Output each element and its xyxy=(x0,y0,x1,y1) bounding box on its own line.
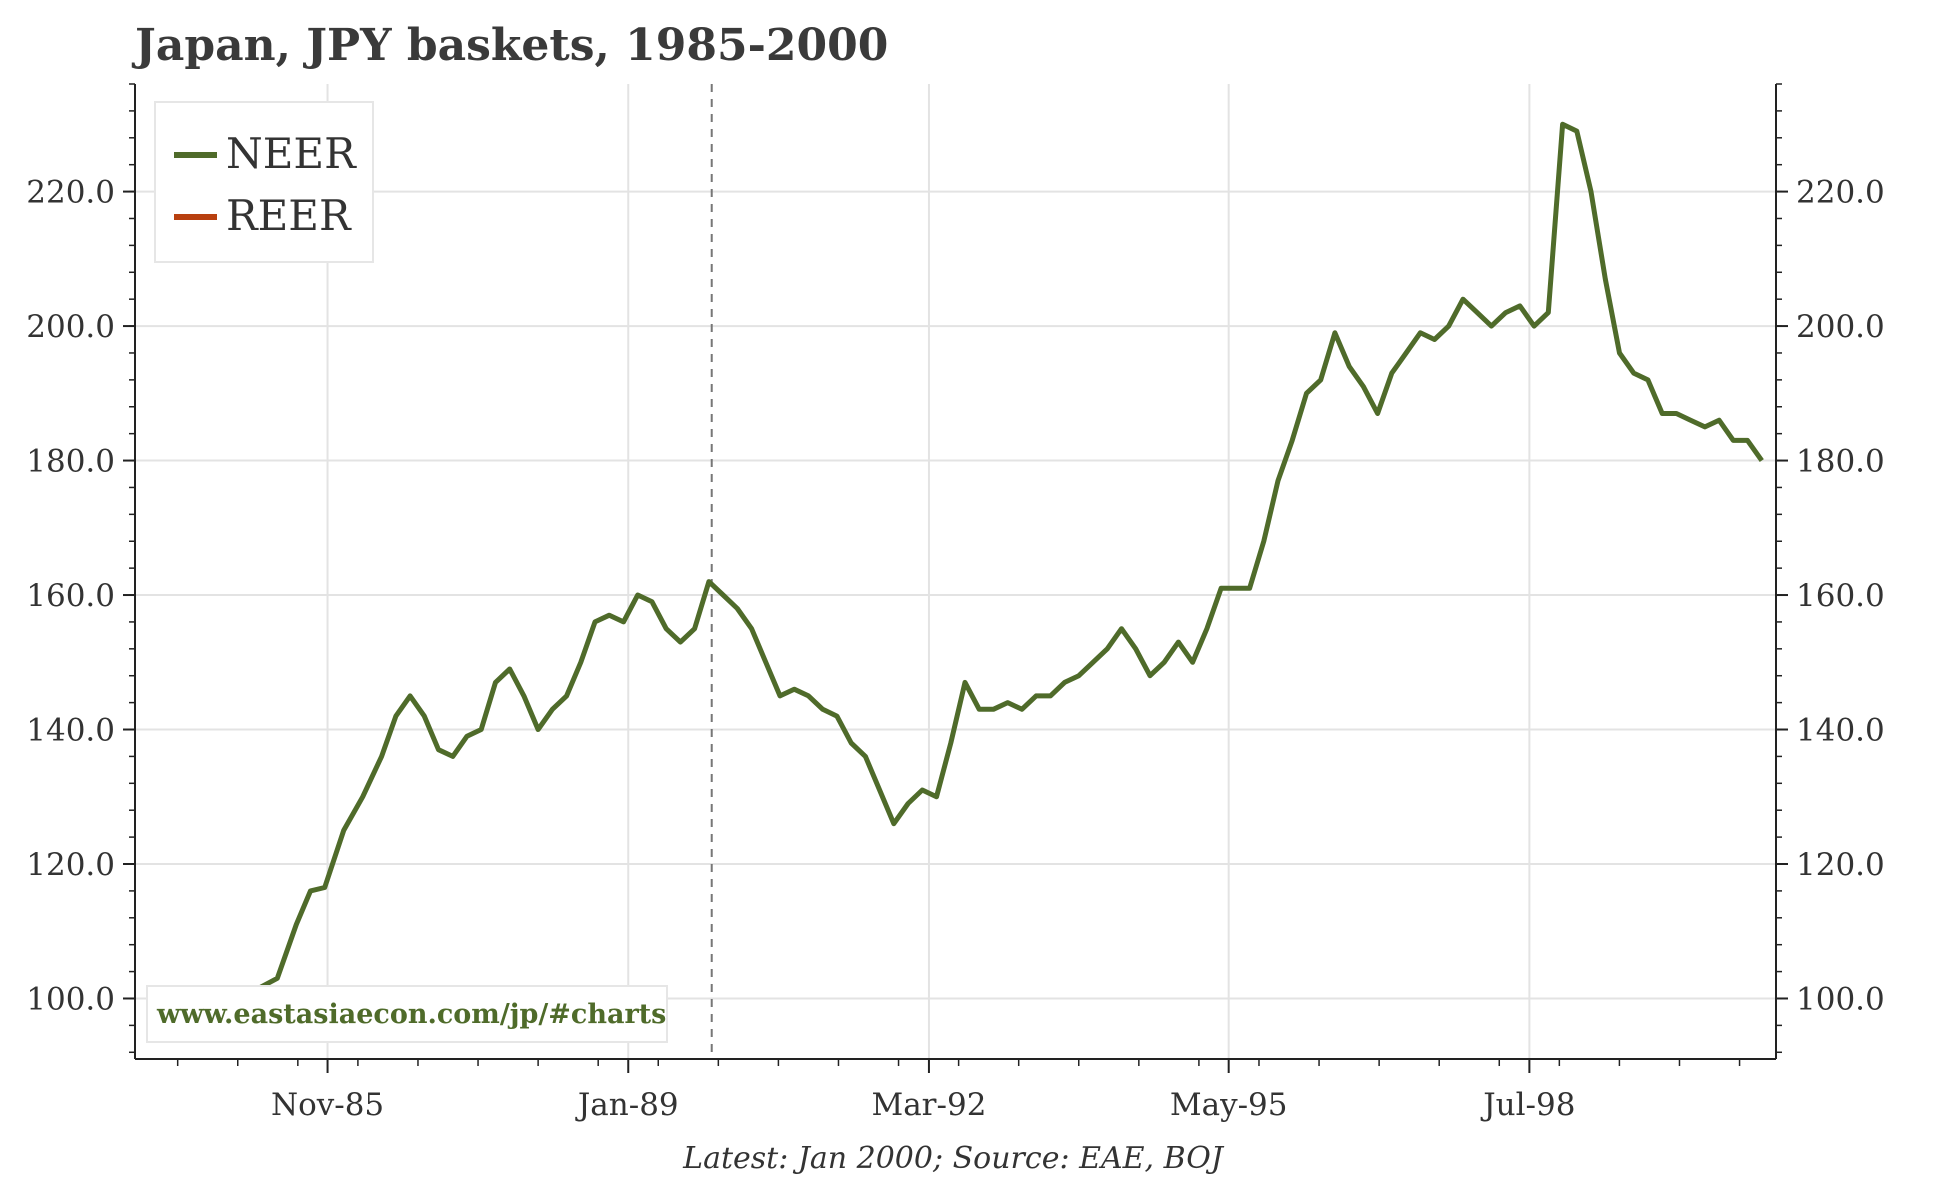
x-tick-label: Mar-92 xyxy=(871,1087,986,1123)
y-tick-label-left: 140.0 xyxy=(26,713,115,749)
x-tick-label: Jan-89 xyxy=(575,1087,679,1123)
y-tick-label-left: 160.0 xyxy=(26,578,115,614)
legend-neer-label: NEER xyxy=(226,129,357,178)
x-tick-label: Jul-98 xyxy=(1480,1087,1575,1123)
y-tick-label-left: 180.0 xyxy=(26,444,115,480)
y-tick-label-left: 120.0 xyxy=(26,847,115,883)
chart-title: Japan, JPY baskets, 1985-2000 xyxy=(131,20,888,71)
watermark-text: www.eastasiaecon.com/jp/#charts xyxy=(156,999,666,1030)
axes: 100.0 100.0 120.0 120.0 140.0 140.0 160.0 160.0… xyxy=(26,83,1885,1123)
series-line-neer xyxy=(204,121,1764,1014)
y-tick-label-left: 200.0 xyxy=(26,309,115,345)
y-tick-label-right: 100.0 xyxy=(1796,981,1885,1017)
y-tick-label-right: 180.0 xyxy=(1796,444,1885,480)
legend: NEER REER xyxy=(154,101,374,263)
chart-footer: Latest: Jan 2000; Source: EAE, BOJ xyxy=(682,1141,1225,1176)
legend-reer-label: REER xyxy=(226,191,352,240)
y-tick-label-right: 120.0 xyxy=(1796,847,1885,883)
legend-box xyxy=(154,101,374,263)
watermark-box: www.eastasiaecon.com/jp/#charts xyxy=(146,985,668,1043)
y-tick-label-right: 160.0 xyxy=(1796,578,1885,614)
x-tick-label: Nov-85 xyxy=(271,1087,384,1123)
y-tick-label-right: 220.0 xyxy=(1796,175,1885,211)
series-lines xyxy=(204,121,1764,1014)
y-tick-label-right: 200.0 xyxy=(1796,309,1885,345)
y-tick-label-left: 220.0 xyxy=(26,175,115,211)
y-tick-label-right: 140.0 xyxy=(1796,713,1885,749)
y-tick-label-left: 100.0 xyxy=(26,981,115,1017)
x-tick-label: May-95 xyxy=(1170,1087,1288,1123)
grid xyxy=(135,84,1776,1059)
